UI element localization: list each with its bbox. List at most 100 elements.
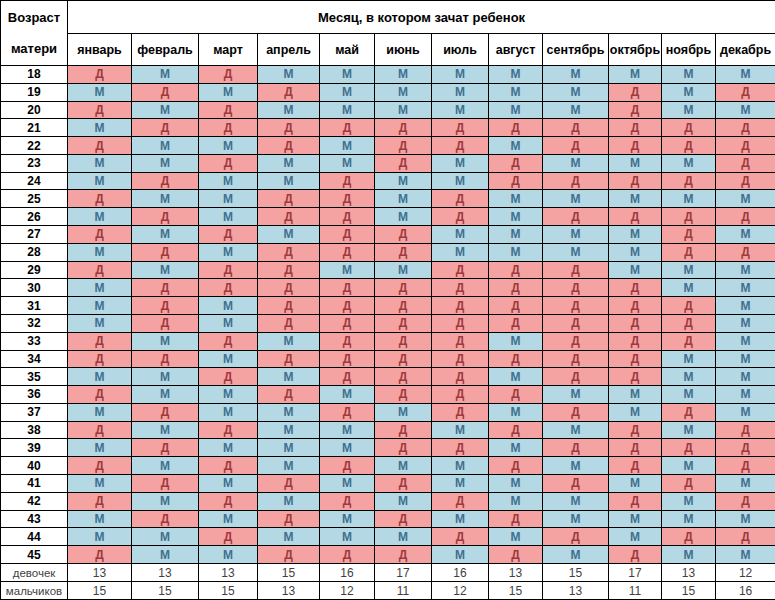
age-label: 25 (1, 190, 68, 208)
gender-cell: М (132, 226, 199, 244)
month-header: март (199, 34, 258, 66)
gender-cell: М (716, 66, 775, 84)
gender-cell: Д (432, 528, 489, 546)
gender-cell: Д (258, 119, 320, 137)
gender-cell: Д (375, 332, 432, 350)
gender-cell: М (320, 261, 375, 279)
gender-cell: М (543, 190, 609, 208)
gender-cell: Д (662, 226, 716, 244)
gender-cell: Д (716, 528, 775, 546)
gender-cell: Д (320, 279, 375, 297)
gender-cell: М (258, 332, 320, 350)
gender-cell: Д (543, 403, 609, 421)
gender-cell: М (199, 510, 258, 528)
table-row: 23ММДММДМДМММД (1, 154, 775, 172)
gender-cell: М (662, 510, 716, 528)
age-label: 26 (1, 208, 68, 226)
gender-cell: Д (199, 101, 258, 119)
gender-cell: Д (320, 243, 375, 261)
age-label: 44 (1, 528, 68, 546)
gender-cell: Д (489, 457, 543, 475)
gender-cell: М (716, 226, 775, 244)
table-row: 22ДММДМДДМДДДД (1, 137, 775, 155)
gender-cell: М (132, 332, 199, 350)
gender-cell: Д (258, 474, 320, 492)
age-column-header: Возраст матери (1, 1, 68, 66)
gender-cell: М (432, 243, 489, 261)
gender-cell: М (132, 101, 199, 119)
gender-cell: Д (258, 510, 320, 528)
gender-cell: Д (68, 546, 132, 564)
gender-cell: М (662, 421, 716, 439)
gender-cell: Д (489, 386, 543, 404)
gender-cell: Д (258, 546, 320, 564)
gender-cell: М (432, 474, 489, 492)
gender-cell: Д (320, 492, 375, 510)
gender-cell: Д (258, 279, 320, 297)
gender-cell: Д (432, 279, 489, 297)
gender-cell: М (68, 439, 132, 457)
gender-cell: Д (199, 368, 258, 386)
gender-cell: М (199, 83, 258, 101)
gender-cell: М (543, 154, 609, 172)
girls-count-cell: 13 (68, 564, 132, 582)
gender-cell: М (716, 297, 775, 315)
gender-cell: М (662, 261, 716, 279)
month-header: февраль (132, 34, 199, 66)
gender-cell: М (662, 546, 716, 564)
gender-cell: Д (258, 297, 320, 315)
table-row: 29ДМДДММДДДМММ (1, 261, 775, 279)
gender-cell: Д (662, 119, 716, 137)
gender-cell: М (716, 261, 775, 279)
gender-cell: Д (132, 119, 199, 137)
table-row: 36ДММДМДДДММММ (1, 386, 775, 404)
gender-cell: М (132, 137, 199, 155)
gender-cell: Д (132, 83, 199, 101)
gender-cell: М (375, 190, 432, 208)
gender-cell: М (68, 368, 132, 386)
age-label: 18 (1, 66, 68, 84)
gender-cell: Д (543, 314, 609, 332)
table-header: Возраст матери Месяц, в котором зачат ре… (1, 1, 775, 66)
gender-cell: Д (132, 172, 199, 190)
gender-cell: М (132, 386, 199, 404)
gender-cell: М (258, 439, 320, 457)
gender-cell: Д (609, 119, 662, 137)
gender-cell: Д (662, 172, 716, 190)
gender-cell: Д (320, 172, 375, 190)
age-label: 39 (1, 439, 68, 457)
age-label: 38 (1, 421, 68, 439)
gender-cell: М (68, 510, 132, 528)
gender-cell: М (489, 66, 543, 84)
gender-cell: М (375, 208, 432, 226)
age-label: 20 (1, 101, 68, 119)
age-label: 35 (1, 368, 68, 386)
gender-cell: М (68, 474, 132, 492)
age-label: 19 (1, 83, 68, 101)
gender-cell: Д (716, 208, 775, 226)
gender-cell: Д (432, 137, 489, 155)
gender-cell: М (68, 119, 132, 137)
table-row: 30МДДДДДДДДДММ (1, 279, 775, 297)
gender-cell: Д (609, 172, 662, 190)
table-row: 37МДММДМДМДМДМ (1, 403, 775, 421)
gender-cell: М (132, 457, 199, 475)
gender-cell: М (432, 172, 489, 190)
gender-cell: М (609, 154, 662, 172)
gender-cell: М (320, 421, 375, 439)
gender-cell: М (716, 350, 775, 368)
gender-cell: Д (489, 350, 543, 368)
gender-cell: М (320, 154, 375, 172)
gender-cell: Д (320, 314, 375, 332)
gender-cell: М (132, 261, 199, 279)
gender-cell: М (258, 368, 320, 386)
gender-cell: Д (68, 350, 132, 368)
gender-cell: Д (543, 137, 609, 155)
gender-cell: М (258, 528, 320, 546)
gender-cell: Д (320, 226, 375, 244)
age-label: 41 (1, 474, 68, 492)
gender-cell: Д (489, 119, 543, 137)
gender-cell: М (662, 368, 716, 386)
gender-cell: М (68, 243, 132, 261)
gender-cell: М (662, 279, 716, 297)
